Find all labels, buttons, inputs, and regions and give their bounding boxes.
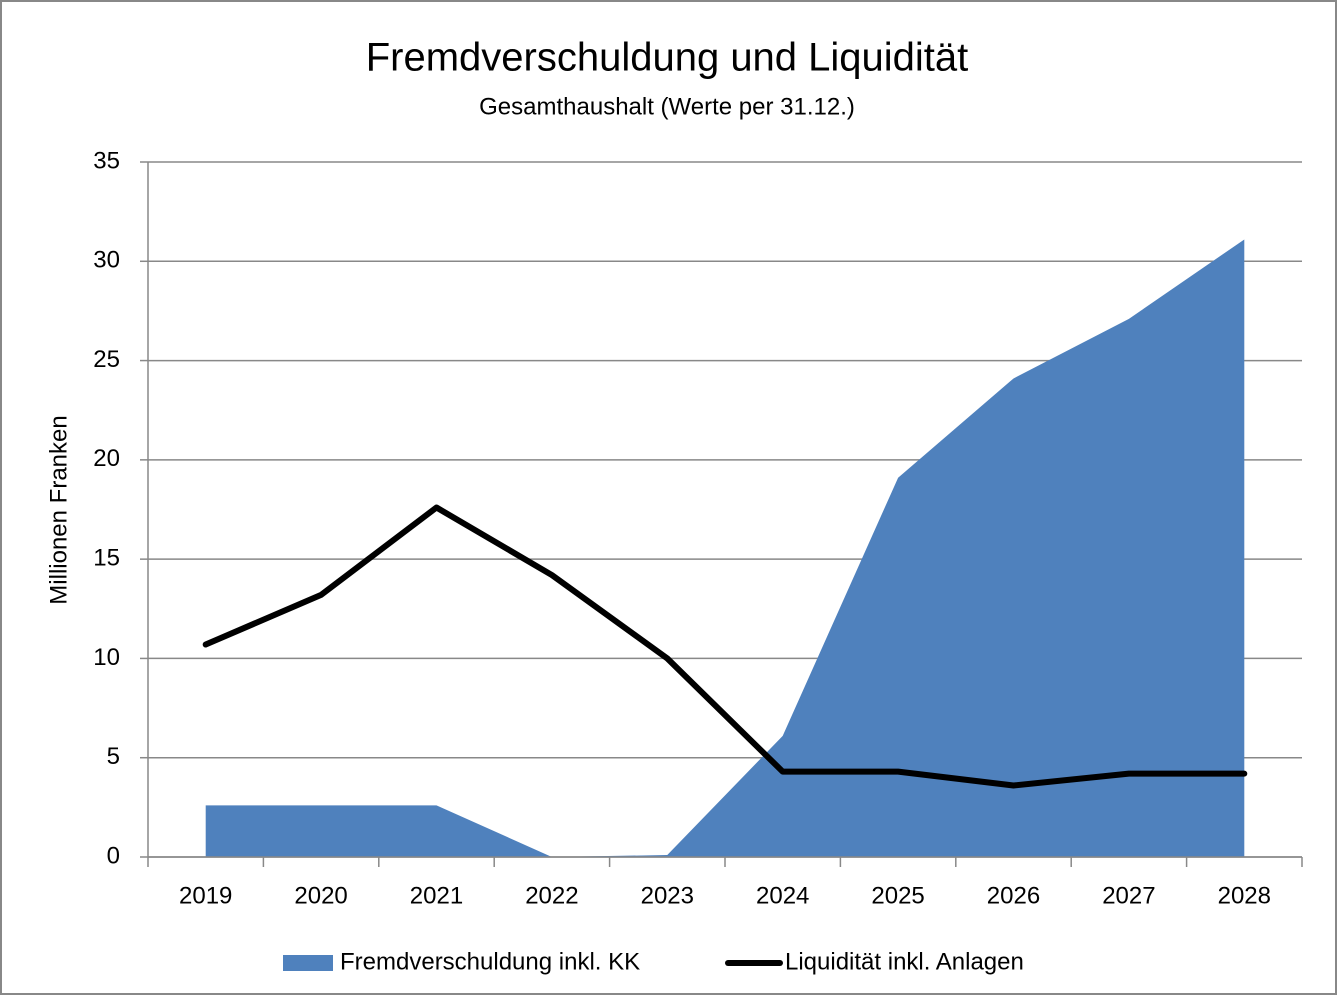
chart-title: Fremdverschuldung und Liquidität <box>366 36 969 80</box>
y-tick-label: 15 <box>93 544 120 571</box>
legend-label: Fremdverschuldung inkl. KK <box>340 948 640 975</box>
legend-swatch <box>283 955 333 971</box>
y-tick-label: 25 <box>93 346 120 373</box>
y-axis-label: Millionen Franken <box>45 415 72 604</box>
x-tick-label: 2021 <box>410 882 463 909</box>
x-tick-label: 2028 <box>1218 882 1271 909</box>
area <box>205 239 1245 857</box>
x-tick-label: 2026 <box>987 882 1040 909</box>
x-tick-label: 2020 <box>294 882 347 909</box>
x-tick-label: 2019 <box>179 882 232 909</box>
x-tick-label: 2025 <box>871 882 924 909</box>
y-tick-label: 0 <box>107 842 120 869</box>
line <box>202 504 1248 789</box>
y-tick-label: 10 <box>93 644 120 671</box>
legend-label: Liquidität inkl. Anlagen <box>785 948 1024 975</box>
x-tick-label: 2022 <box>525 882 578 909</box>
y-tick-label: 30 <box>93 247 120 274</box>
chart-subtitle: Gesamthaushalt (Werte per 31.12.) <box>479 93 855 120</box>
x-tick-label: 2024 <box>756 882 809 909</box>
x-tick-label: 2023 <box>641 882 694 909</box>
x-tick-label: 2027 <box>1102 882 1155 909</box>
y-tick-label: 5 <box>107 743 120 770</box>
y-tick-label: 35 <box>93 147 120 174</box>
y-tick-label: 20 <box>93 445 120 472</box>
